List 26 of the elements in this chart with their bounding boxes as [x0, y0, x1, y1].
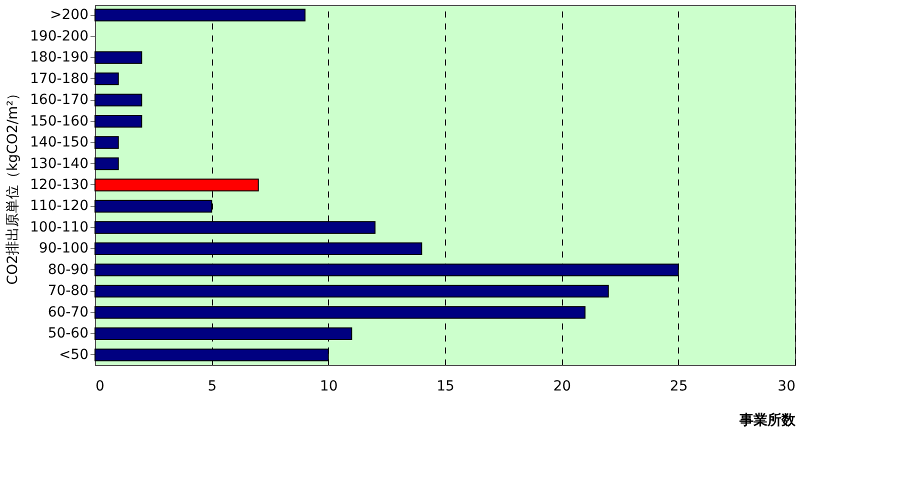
x-tick-label: 5: [208, 378, 217, 394]
x-tick-label: 25: [670, 378, 688, 394]
y-tick-label: 80-90: [48, 262, 88, 278]
x-tick-label: 15: [436, 378, 454, 394]
y-tick-label: 150-160: [30, 113, 88, 130]
y-tick-label: 160-170: [30, 92, 88, 108]
x-axis-title: 事業所数: [738, 412, 796, 428]
y-tick-label: >200: [50, 7, 88, 24]
y-tick-label: 180-190: [30, 50, 88, 66]
y-axis-title: CO2排出原単位（kgCO2/m²）: [5, 86, 22, 285]
y-tick-label: 60-70: [48, 304, 88, 320]
y-tick-label: 170-180: [30, 70, 88, 87]
y-tick-label: 70-80: [48, 283, 88, 300]
x-tick-label: 20: [553, 378, 572, 394]
y-tick-label: 90-100: [38, 240, 88, 257]
y-tick-label: 50-60: [48, 326, 88, 342]
x-tick-label: 0: [96, 378, 104, 394]
y-tick-label: <50: [58, 346, 88, 363]
x-tick-label: 30: [778, 378, 796, 394]
y-tick-label: 110-120: [30, 198, 88, 214]
x-tick-label: 10: [320, 378, 338, 394]
y-tick-label: 120-130: [30, 177, 88, 193]
y-tick-label: 130-140: [30, 156, 88, 172]
y-tick-label: 190-200: [30, 28, 88, 44]
y-tick-label: 100-110: [30, 219, 88, 236]
y-tick-label: 140-150: [30, 134, 88, 151]
